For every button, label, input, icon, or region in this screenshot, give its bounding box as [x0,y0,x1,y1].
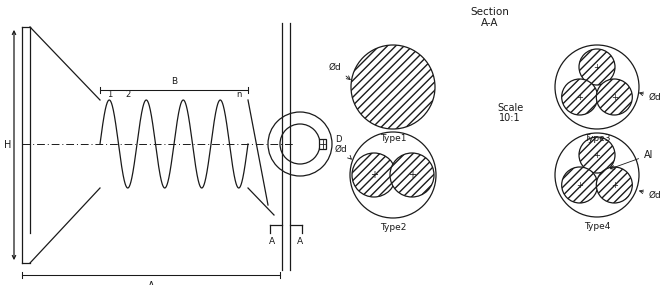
Circle shape [390,153,434,197]
Text: 10:1: 10:1 [499,113,521,123]
Text: Type3: Type3 [584,134,610,143]
Text: Ød: Ød [335,145,352,159]
Circle shape [350,132,436,218]
Text: 2: 2 [125,90,130,99]
Text: Ød: Ød [329,62,350,80]
Circle shape [596,79,632,115]
Text: n: n [236,90,241,99]
Circle shape [352,153,396,197]
Circle shape [555,133,639,217]
Text: +: + [576,180,583,190]
Circle shape [351,45,435,129]
Circle shape [562,167,598,203]
Text: B: B [171,77,177,86]
Text: 1: 1 [107,90,112,99]
Text: Type4: Type4 [584,222,610,231]
Text: Al: Al [610,150,654,169]
Text: D: D [335,135,342,144]
Circle shape [579,49,615,85]
Text: Scale: Scale [497,103,523,113]
Circle shape [579,137,615,173]
Text: +: + [611,180,618,190]
Text: +: + [408,170,416,180]
Text: +: + [576,93,583,101]
Text: +: + [370,170,378,180]
Text: A-A: A-A [482,18,499,28]
Text: Type1: Type1 [380,134,406,143]
Text: +: + [594,150,600,160]
Text: Section: Section [470,7,510,17]
Text: +: + [594,62,600,72]
Text: A: A [297,237,303,246]
Text: A: A [269,237,275,246]
Text: Ød: Ød [640,190,662,199]
Text: Ød: Ød [640,92,662,101]
Circle shape [562,79,598,115]
Text: A: A [147,281,154,285]
Circle shape [596,167,632,203]
Text: +: + [611,93,618,101]
Bar [319,139,326,149]
Text: H: H [4,140,12,150]
Text: Type2: Type2 [380,223,406,232]
Circle shape [555,45,639,129]
